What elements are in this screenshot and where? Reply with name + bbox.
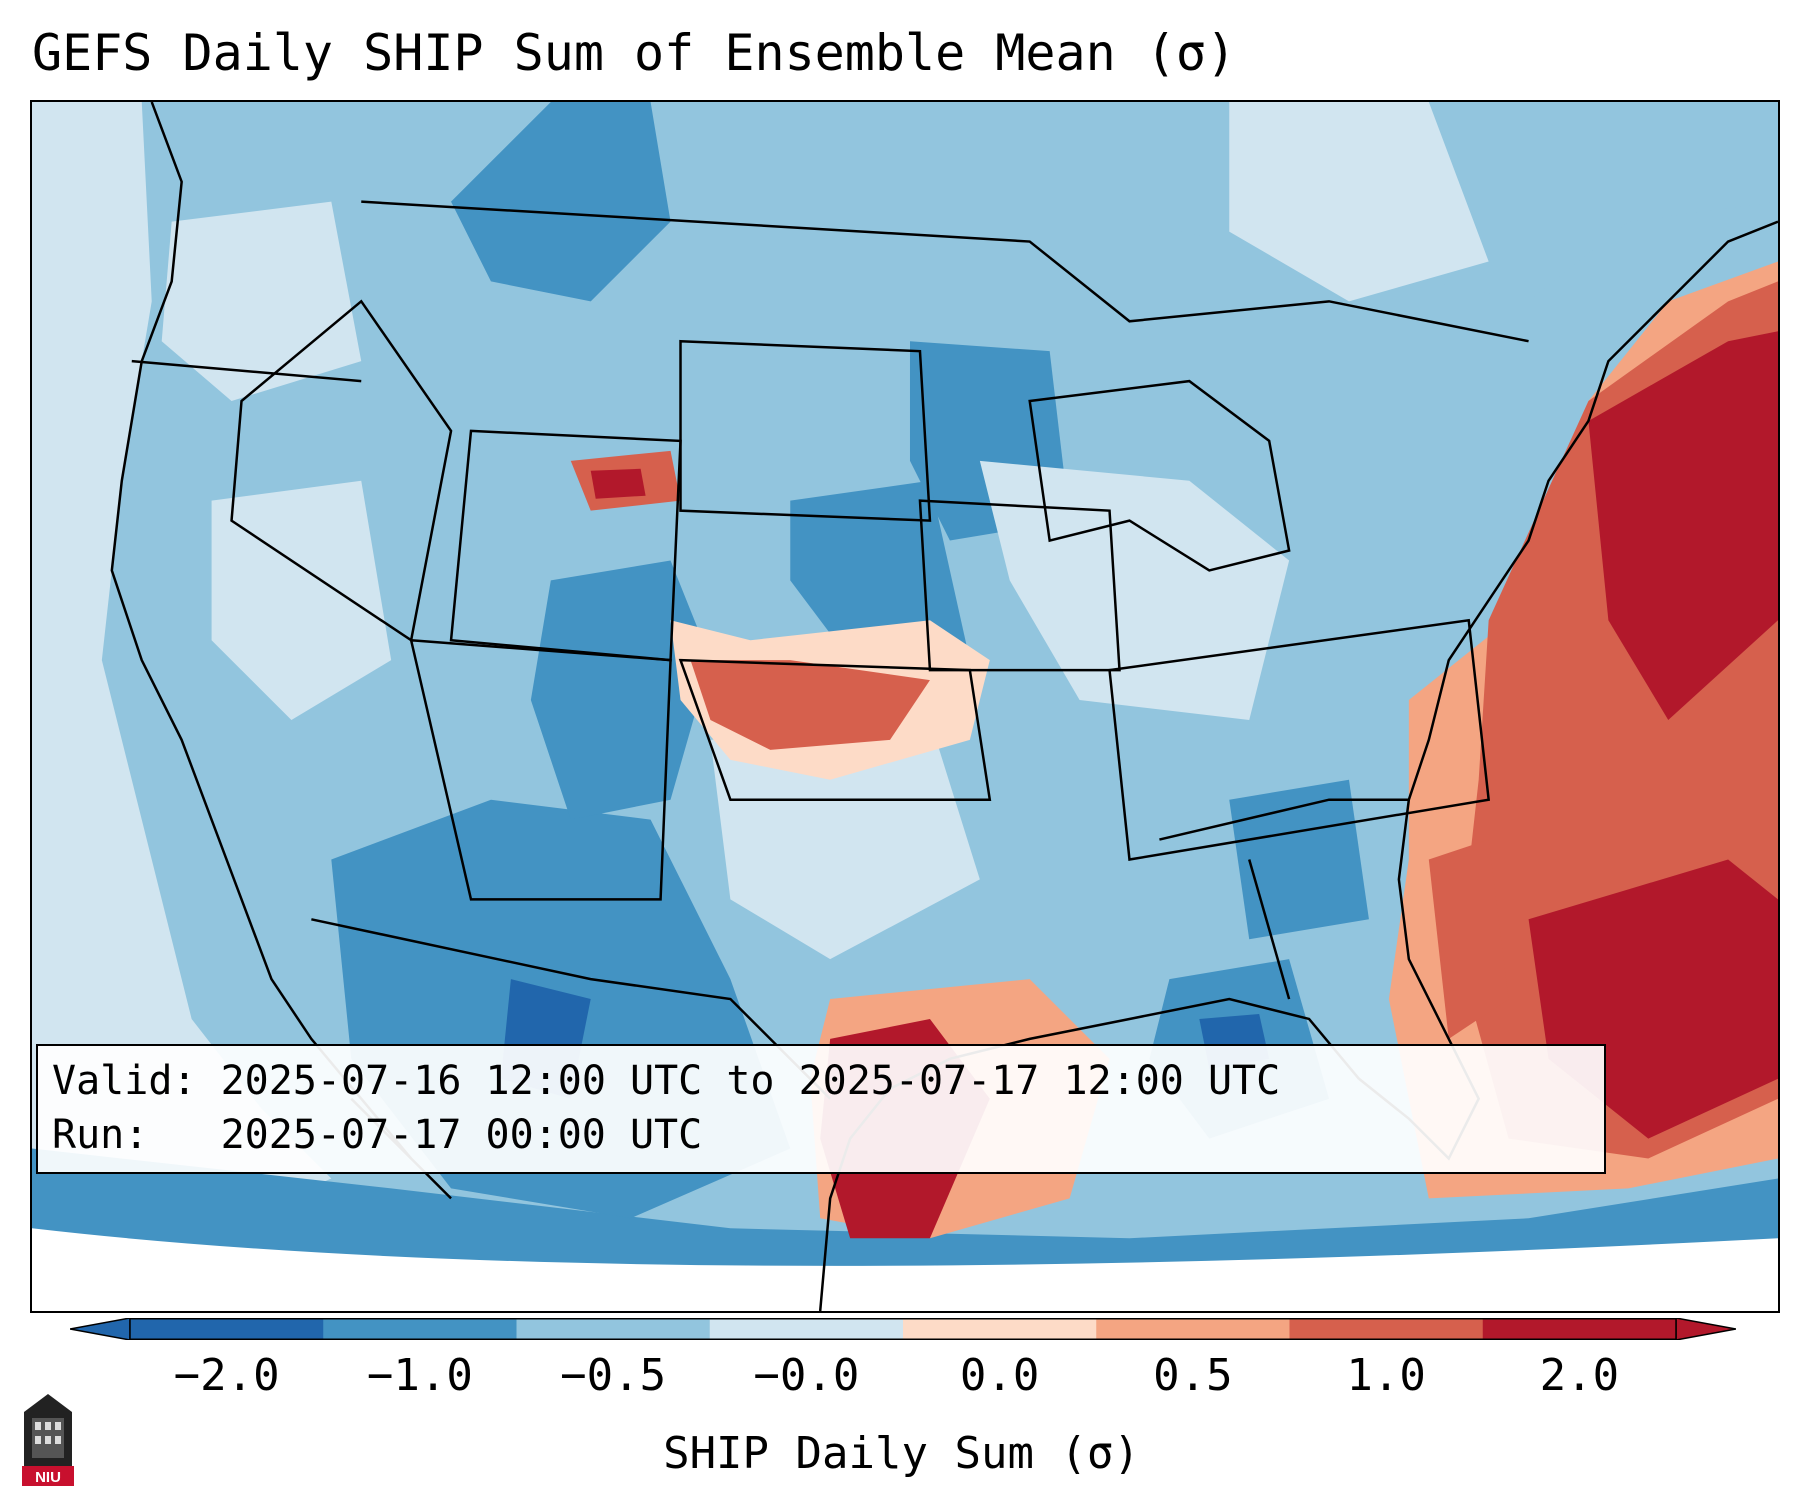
field-hudson	[1229, 102, 1489, 302]
colorbar-tick-label: 1.0	[1346, 1350, 1426, 1401]
university-tower-icon: NIU	[22, 1394, 74, 1486]
colorbar-segment	[516, 1318, 711, 1340]
colorbar-tick-label: −0.0	[753, 1350, 860, 1401]
page-title: GEFS Daily SHIP Sum of Ensemble Mean (σ)	[32, 24, 1237, 82]
colorbar-segment	[130, 1318, 324, 1340]
field-wyoming-max	[590, 468, 646, 499]
state-georgia-carolina	[1159, 798, 1409, 841]
colorbar-frame	[129, 1318, 1677, 1340]
field-georgia-coast	[1428, 839, 1509, 1039]
field-montana	[451, 102, 671, 302]
valid-line: Valid: 2025-07-16 12:00 UTC to 2025-07-1…	[52, 1054, 1590, 1108]
border-washington-oregon	[131, 359, 362, 383]
state-alabama-georgia	[1248, 859, 1291, 1000]
colorbar-tick-label: −0.5	[560, 1350, 667, 1401]
field-nebraska	[790, 480, 970, 661]
field-new-england-max	[1588, 331, 1778, 720]
state-iowa-missouri	[918, 499, 1121, 672]
logo-text: NIU	[35, 1469, 61, 1486]
colorbar	[70, 1318, 1736, 1340]
colorbar-segment	[1289, 1318, 1484, 1340]
field-kansas-hot	[690, 660, 930, 750]
colorbar-segment	[709, 1318, 904, 1340]
state-dakotas	[679, 339, 932, 522]
state-idaho-nevada	[230, 299, 453, 643]
field-canada	[670, 102, 1778, 302]
state-kansas-oklahoma	[678, 658, 992, 801]
colorbar-extend-high	[1675, 1318, 1736, 1340]
run-label: Run:	[52, 1112, 149, 1158]
ocean-pacific	[32, 102, 332, 1311]
valid-label: Valid:	[52, 1058, 197, 1104]
colorbar-extend-low	[70, 1318, 131, 1340]
border-canada	[361, 200, 1529, 343]
colorbar-label: SHIP Daily Sum (σ)	[663, 1428, 1140, 1479]
field-nevada	[211, 480, 392, 720]
great-lakes	[1028, 379, 1291, 572]
field-southeast	[1229, 779, 1369, 940]
field-pacific-nw	[161, 201, 362, 402]
colorbar-segment	[323, 1318, 517, 1340]
valid-time-box: Valid: 2025-07-16 12:00 UTC to 2025-07-1…	[36, 1044, 1606, 1174]
colorbar-segment	[1482, 1318, 1677, 1340]
valid-value: 2025-07-16 12:00 UTC to 2025-07-17 12:00…	[220, 1058, 1281, 1104]
pacific-coastline	[110, 102, 413, 1160]
colorbar-tick-label: −2.0	[173, 1350, 280, 1401]
colorbar-segment	[903, 1318, 1097, 1340]
colorbar-tick-label: 0.0	[959, 1350, 1040, 1401]
colorbar-tick-label: 2.0	[1539, 1350, 1620, 1401]
state-arizona-newmexico	[409, 638, 672, 901]
colorbar-tick-label: −1.0	[366, 1350, 473, 1401]
state-southeast-north	[1108, 618, 1491, 861]
colorbar-tick-label: 0.5	[1153, 1350, 1233, 1401]
colorbar-ticks: −2.0 −1.0 −0.5 −0.0 0.0 0.5 1.0 2.0	[0, 1350, 1803, 1410]
colorbar-segment	[1096, 1318, 1290, 1340]
outside-projection	[32, 1228, 1778, 1311]
run-line: Run: 2025-07-17 00:00 UTC	[52, 1108, 1590, 1162]
field-texas	[710, 719, 980, 960]
run-value: 2025-07-17 00:00 UTC	[220, 1112, 703, 1158]
